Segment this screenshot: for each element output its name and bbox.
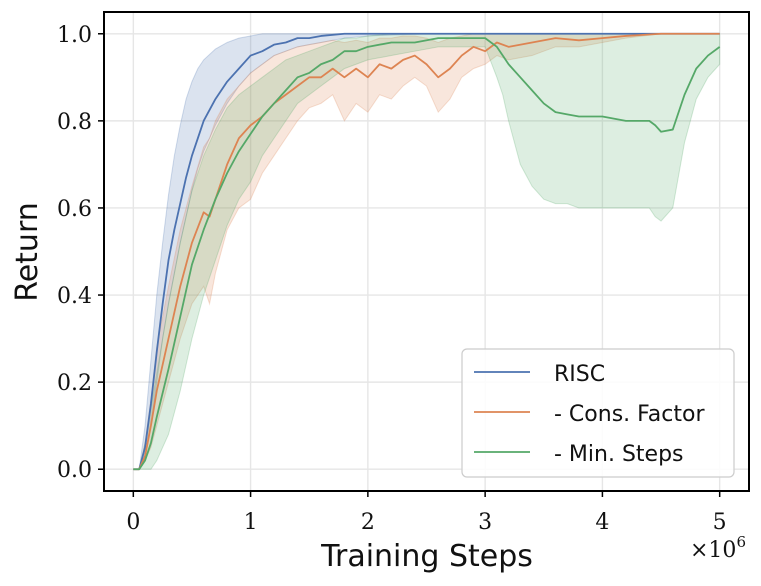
band-min-steps xyxy=(133,33,721,470)
x-tick-label: 2 xyxy=(361,510,375,535)
legend-label: - Cons. Factor xyxy=(554,402,705,427)
x-axis-title: Training Steps xyxy=(320,539,533,574)
confidence-bands xyxy=(133,33,721,470)
x-tick-label: 0 xyxy=(126,510,140,535)
line-cons-factor xyxy=(133,32,720,471)
x-tick-label: 5 xyxy=(713,510,727,535)
x-tick-label: 1 xyxy=(244,510,258,535)
y-axis-ticks: 0.0 0.2 0.4 0.6 0.8 1.0 xyxy=(57,23,104,483)
y-tick-label: 0.4 xyxy=(57,284,92,309)
legend-label: - Min. Steps xyxy=(554,442,684,467)
band-cons-factor xyxy=(133,33,720,470)
line-risc xyxy=(133,32,720,471)
y-tick-label: 0.0 xyxy=(57,458,92,483)
y-tick-label: 0.2 xyxy=(57,371,92,396)
band-risc xyxy=(133,33,720,470)
x-tick-label: 4 xyxy=(595,510,609,535)
legend-box xyxy=(461,348,735,478)
y-axis-title: Return xyxy=(10,202,45,302)
x-multiplier-base: ×10 xyxy=(690,538,736,563)
x-multiplier-exponent: 6 xyxy=(736,533,746,551)
y-tick-label: 0.8 xyxy=(57,110,92,135)
series-lines xyxy=(133,32,721,471)
legend-label: RISC xyxy=(554,362,605,387)
y-tick-label: 0.6 xyxy=(57,197,92,222)
x-tick-label: 3 xyxy=(478,510,492,535)
plot-frame xyxy=(103,11,750,492)
legend: RISC - Cons. Factor - Min. Steps xyxy=(461,348,735,478)
x-multiplier-label: ×106 xyxy=(690,533,746,563)
y-tick-label: 1.0 xyxy=(57,23,92,48)
line-min-steps xyxy=(133,37,721,471)
x-axis-ticks: 0 1 2 3 4 5 xyxy=(126,491,727,535)
